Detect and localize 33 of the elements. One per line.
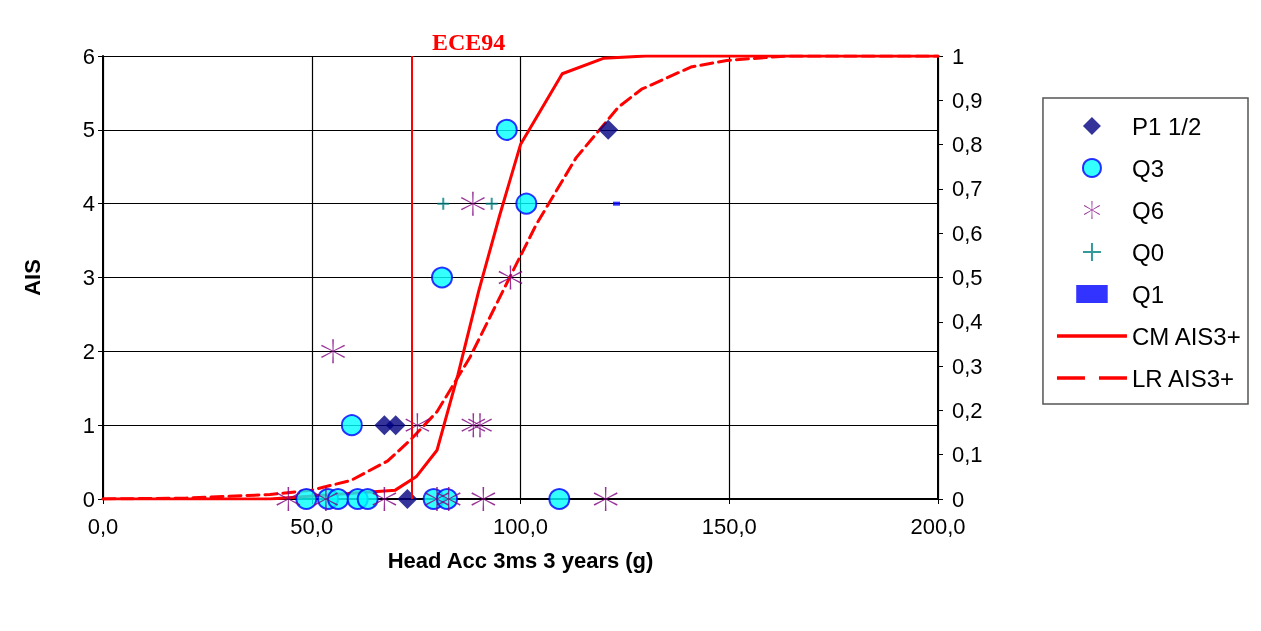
y-tick-label: 1 — [82, 412, 95, 438]
x-tick-label: 150,0 — [701, 513, 757, 539]
y2-tick-label: 0,9 — [952, 87, 983, 113]
legend-label: Q6 — [1131, 196, 1164, 224]
x-tick-label: 100,0 — [492, 513, 549, 539]
ref-line-label: ECE94 — [431, 29, 506, 55]
legend-label: Q0 — [1131, 238, 1164, 266]
y-tick-label: 0 — [82, 486, 95, 512]
y2-tick-label: 0 — [952, 486, 965, 512]
legend-label: CM AIS3+ — [1131, 322, 1241, 350]
y2-tick-label: 0,2 — [952, 397, 983, 423]
y-tick-label: 2 — [82, 338, 95, 364]
x-axis-title: Head Acc 3ms 3 years (g) — [387, 547, 654, 573]
y2-tick-label: 0,8 — [952, 132, 983, 158]
y-tick-label: 3 — [82, 265, 95, 290]
y2-tick-label: 0,1 — [952, 442, 983, 468]
y2-tick-label: 0,6 — [952, 220, 983, 246]
legend-label: LR AIS3+ — [1131, 364, 1235, 392]
x-tick-label: 50,0 — [290, 513, 334, 539]
legend-label: P1 1/2 — [1131, 112, 1202, 140]
legend-label: Q3 — [1131, 154, 1164, 182]
y-tick-label: 6 — [82, 43, 95, 69]
y2-tick-label: 1 — [952, 43, 965, 69]
y2-tick-label: 0,7 — [952, 176, 983, 202]
y-axis-title: AIS — [19, 259, 45, 296]
x-tick-label: 0,0 — [87, 513, 119, 539]
y2-tick-label: 0,3 — [952, 353, 983, 379]
x-tick-label: 200,0 — [910, 513, 966, 539]
y2-tick-label: 0,5 — [952, 265, 983, 290]
y-tick-label: 4 — [82, 191, 95, 217]
y2-tick-label: 0,4 — [952, 309, 983, 335]
y-tick-label: 5 — [82, 117, 95, 143]
legend-label: Q1 — [1131, 280, 1164, 308]
